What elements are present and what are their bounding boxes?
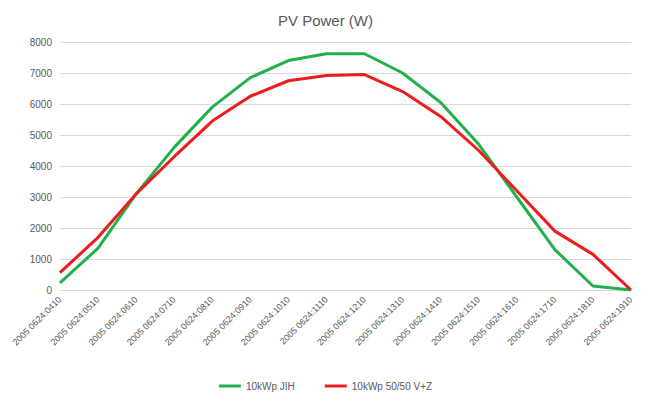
svg-text:2005 0624:1910: 2005 0624:1910 — [582, 294, 635, 347]
svg-text:2005 0624:0410: 2005 0624:0410 — [10, 294, 64, 348]
svg-text:2005 0624:0910: 2005 0624:0910 — [200, 294, 254, 348]
svg-text:2005 0624:0510: 2005 0624:0510 — [48, 294, 102, 348]
svg-text:6000: 6000 — [30, 99, 53, 110]
svg-text:2005 0624:1410: 2005 0624:1410 — [391, 294, 445, 348]
svg-text:2005 0624:1110: 2005 0624:1110 — [277, 294, 330, 347]
svg-text:2005 0624:1810: 2005 0624:1810 — [543, 294, 597, 348]
svg-text:10kWp 50/50 V+Z: 10kWp 50/50 V+Z — [352, 381, 432, 392]
svg-text:PV Power (W): PV Power (W) — [278, 12, 373, 29]
svg-text:2005 0624:0710: 2005 0624:0710 — [124, 294, 178, 348]
svg-text:0: 0 — [46, 285, 52, 296]
svg-text:2005 0624:0810: 2005 0624:0810 — [162, 294, 216, 348]
svg-text:2005 0624:1610: 2005 0624:1610 — [467, 294, 521, 348]
svg-text:2005 0624:1710: 2005 0624:1710 — [505, 294, 559, 348]
svg-text:10kWp JIH: 10kWp JIH — [246, 381, 295, 392]
svg-text:5000: 5000 — [30, 130, 53, 141]
svg-text:2000: 2000 — [30, 223, 53, 234]
svg-text:1000: 1000 — [30, 254, 53, 265]
svg-text:2005 0624:1210: 2005 0624:1210 — [315, 294, 369, 348]
svg-text:2005 0624:1510: 2005 0624:1510 — [429, 294, 483, 348]
svg-text:3000: 3000 — [30, 192, 53, 203]
svg-text:2005 0624:1310: 2005 0624:1310 — [353, 294, 407, 348]
svg-text:7000: 7000 — [30, 68, 53, 79]
svg-text:8000: 8000 — [30, 37, 53, 48]
svg-text:2005 0624:1010: 2005 0624:1010 — [238, 294, 292, 348]
svg-text:4000: 4000 — [30, 161, 53, 172]
svg-text:2005 0624:0610: 2005 0624:0610 — [86, 294, 140, 348]
